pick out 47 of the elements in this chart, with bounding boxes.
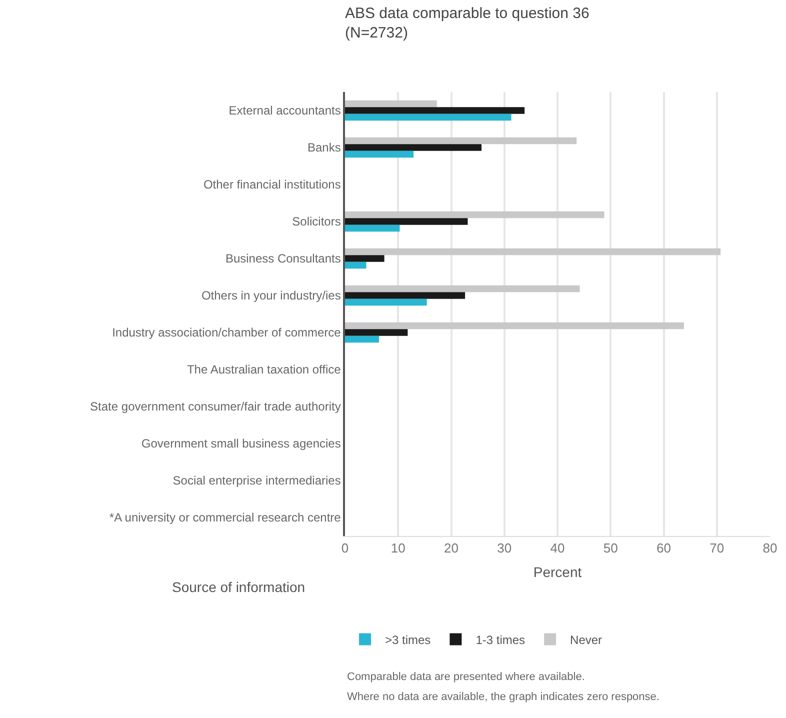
bar: [345, 114, 512, 121]
y-tick-label: State government consumer/fair trade authority: [90, 400, 341, 414]
bar: [345, 107, 525, 114]
bar: [345, 329, 408, 336]
y-tick-label: Solicitors: [292, 214, 341, 229]
bar: [345, 298, 427, 306]
y-tick-label: Other financial institutions: [203, 178, 341, 192]
x-tick-label: 10: [390, 540, 406, 556]
legend-label: Never: [570, 632, 602, 647]
legend-label: 1-3 times: [476, 632, 526, 647]
y-tick-label: Banks: [307, 140, 341, 155]
x-tick-label: 60: [656, 540, 671, 556]
bar: [345, 224, 400, 232]
y-tick-label: External accountants: [228, 104, 341, 118]
bar: [345, 218, 468, 225]
bar: [345, 211, 604, 218]
x-tick-label: 50: [603, 540, 618, 556]
x-tick-label: 80: [762, 540, 778, 556]
y-tick-label: Business Consultants: [225, 252, 341, 266]
legend-label: >3 times: [385, 632, 431, 647]
bar: [345, 262, 366, 269]
bar: [345, 144, 482, 151]
x-tick-label: 20: [444, 540, 458, 556]
bar: [345, 137, 577, 144]
bar: [345, 336, 379, 343]
bar: [345, 292, 466, 299]
y-tick-label: Government small business agencies: [141, 436, 341, 451]
x-tick-label: 30: [497, 540, 512, 556]
bar: [345, 150, 414, 158]
y-axis-title: Source of information: [172, 579, 306, 595]
y-tick-label: Industry association/chamber of commerce: [112, 326, 342, 340]
bar: [345, 322, 684, 330]
chart-title: ABS data comparable to question 36 (N=2732): [345, 5, 590, 42]
y-tick-label: *A university or commercial research centre: [109, 510, 342, 525]
y-tick-label: The Australian taxation office: [186, 362, 342, 377]
y-tick-label: Social enterprise intermediaries: [172, 474, 341, 488]
y-tick-label: Others in your industry/ies: [201, 288, 341, 303]
text: Where no data are available, the graph indicates zero response.: [347, 691, 660, 703]
bar: [345, 248, 721, 256]
x-axis-title: Percent: [533, 564, 582, 580]
bar: [345, 255, 384, 262]
x-tick-label: 70: [710, 540, 724, 556]
x-tick-label: 40: [550, 540, 565, 556]
bar: [345, 100, 437, 108]
bar: [345, 285, 580, 292]
text: Comparable data are presented where available.: [347, 671, 585, 683]
x-tick-label: 0: [341, 540, 349, 556]
